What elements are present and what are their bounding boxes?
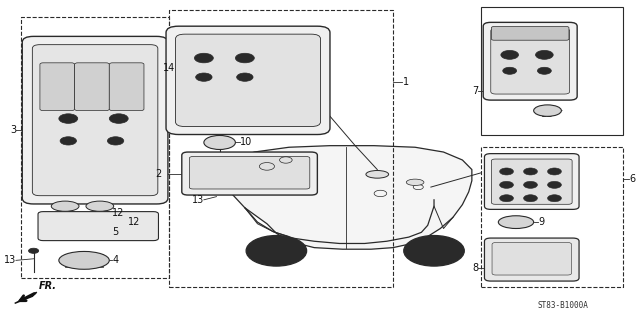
Bar — [276, 39, 292, 52]
FancyBboxPatch shape — [182, 152, 317, 195]
Circle shape — [524, 168, 538, 175]
Text: 12: 12 — [113, 208, 125, 218]
FancyBboxPatch shape — [485, 238, 579, 281]
Ellipse shape — [534, 105, 561, 116]
FancyBboxPatch shape — [32, 45, 158, 196]
Ellipse shape — [204, 135, 236, 149]
Ellipse shape — [86, 201, 113, 211]
Circle shape — [499, 168, 513, 175]
FancyBboxPatch shape — [38, 212, 159, 241]
Ellipse shape — [498, 216, 534, 228]
FancyBboxPatch shape — [40, 63, 75, 111]
FancyBboxPatch shape — [75, 63, 110, 111]
FancyBboxPatch shape — [492, 243, 571, 275]
Text: 11: 11 — [541, 109, 554, 119]
Circle shape — [196, 73, 212, 81]
Text: 7: 7 — [472, 86, 478, 97]
Circle shape — [536, 50, 553, 59]
Text: 5: 5 — [113, 227, 118, 237]
Ellipse shape — [366, 171, 389, 178]
Bar — [482, 147, 623, 287]
Bar — [220, 39, 236, 52]
Circle shape — [524, 195, 538, 202]
FancyBboxPatch shape — [490, 28, 569, 94]
Bar — [65, 254, 103, 267]
FancyBboxPatch shape — [110, 63, 144, 111]
Text: 10: 10 — [240, 138, 253, 148]
Circle shape — [548, 181, 561, 188]
Circle shape — [215, 137, 225, 142]
Bar — [191, 39, 207, 52]
Polygon shape — [207, 146, 472, 249]
Text: FR.: FR. — [39, 281, 57, 291]
Circle shape — [246, 236, 306, 266]
Circle shape — [108, 137, 124, 145]
Bar — [175, 67, 189, 74]
Text: 14: 14 — [163, 63, 175, 73]
Circle shape — [29, 248, 39, 253]
FancyBboxPatch shape — [485, 154, 579, 209]
Circle shape — [59, 114, 78, 123]
FancyBboxPatch shape — [491, 159, 572, 204]
Circle shape — [194, 53, 213, 63]
Bar — [248, 39, 264, 52]
Circle shape — [538, 67, 551, 74]
Bar — [482, 7, 623, 134]
FancyBboxPatch shape — [22, 36, 168, 204]
Text: 1: 1 — [403, 77, 408, 87]
Circle shape — [503, 67, 517, 74]
FancyBboxPatch shape — [491, 27, 569, 40]
Circle shape — [404, 236, 464, 266]
Circle shape — [110, 114, 128, 123]
Text: 3: 3 — [10, 125, 16, 135]
Text: 12: 12 — [128, 217, 141, 227]
Circle shape — [499, 181, 513, 188]
FancyBboxPatch shape — [189, 156, 310, 189]
Text: ST83-B1000A: ST83-B1000A — [538, 301, 589, 310]
FancyBboxPatch shape — [175, 34, 320, 126]
Bar — [169, 10, 393, 287]
Polygon shape — [15, 292, 37, 303]
Circle shape — [548, 168, 561, 175]
Text: 2: 2 — [155, 169, 162, 179]
Bar — [21, 17, 169, 278]
Circle shape — [501, 50, 519, 59]
Circle shape — [237, 73, 253, 81]
Circle shape — [236, 53, 254, 63]
Circle shape — [499, 195, 513, 202]
Text: 6: 6 — [629, 174, 636, 184]
Ellipse shape — [51, 201, 79, 211]
Ellipse shape — [59, 252, 110, 269]
FancyBboxPatch shape — [483, 22, 577, 100]
Text: 13: 13 — [192, 195, 204, 205]
Text: 4: 4 — [113, 255, 118, 265]
Circle shape — [60, 137, 76, 145]
Text: 9: 9 — [538, 217, 544, 227]
Text: 13: 13 — [4, 255, 16, 265]
Circle shape — [548, 195, 561, 202]
Circle shape — [524, 181, 538, 188]
Ellipse shape — [406, 179, 424, 186]
Text: 8: 8 — [472, 263, 478, 273]
FancyBboxPatch shape — [166, 26, 330, 134]
